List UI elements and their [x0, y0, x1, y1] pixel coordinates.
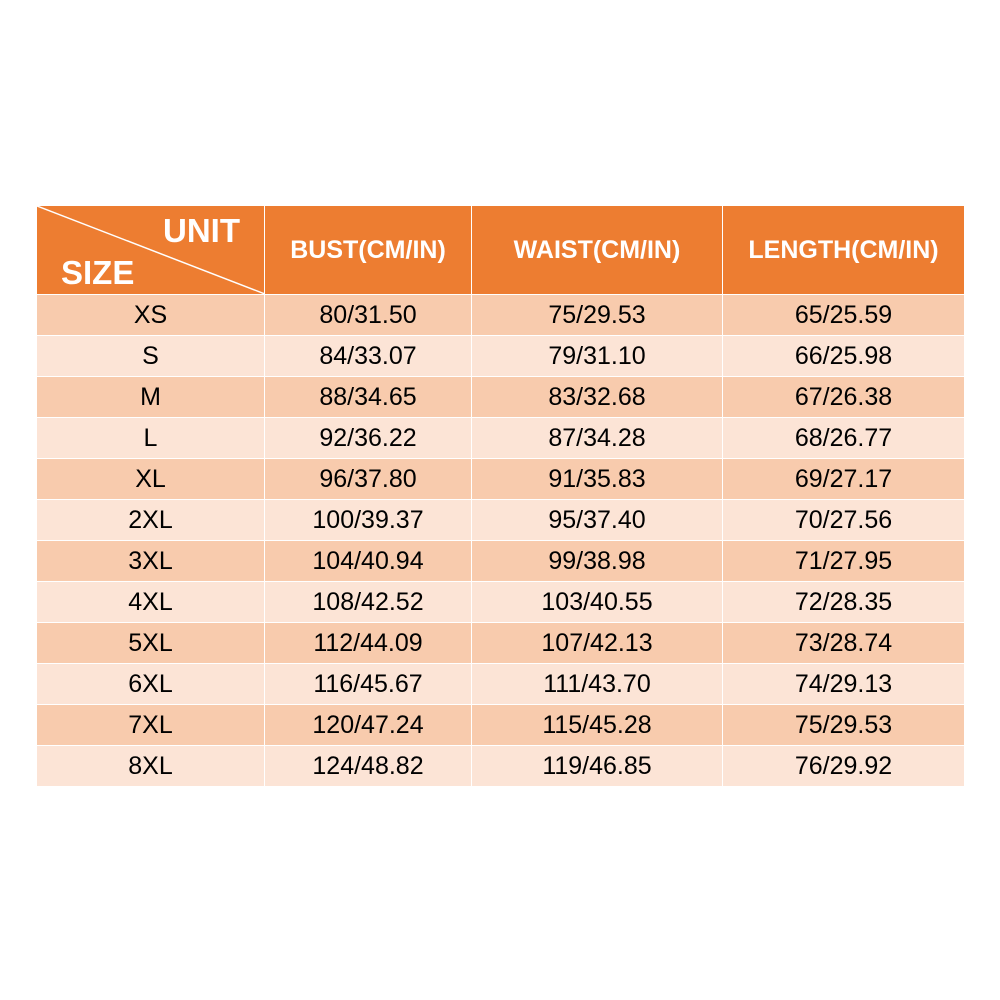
length-cell: 73/28.74 [722, 622, 965, 664]
bust-cell: 96/37.80 [264, 458, 472, 500]
size-chart-table: UNIT SIZE BUST(CM/IN) WAIST(CM/IN) LENGT… [36, 205, 965, 787]
length-cell: 76/29.92 [722, 745, 965, 787]
table-row: XS 80/31.50 75/29.53 65/25.59 [36, 294, 965, 336]
bust-cell: 88/34.65 [264, 376, 472, 418]
waist-cell: 95/37.40 [471, 499, 723, 541]
bust-cell: 124/48.82 [264, 745, 472, 787]
waist-cell: 107/42.13 [471, 622, 723, 664]
length-cell: 69/27.17 [722, 458, 965, 500]
table-row: 5XL 112/44.09 107/42.13 73/28.74 [36, 622, 965, 664]
size-cell: XL [36, 458, 265, 500]
bust-cell: 80/31.50 [264, 294, 472, 336]
bust-cell: 112/44.09 [264, 622, 472, 664]
waist-cell: 99/38.98 [471, 540, 723, 582]
bust-cell: 100/39.37 [264, 499, 472, 541]
column-header-waist: WAIST(CM/IN) [471, 205, 723, 295]
size-cell: 8XL [36, 745, 265, 787]
corner-header-cell: UNIT SIZE [36, 205, 265, 295]
size-cell: M [36, 376, 265, 418]
bust-cell: 108/42.52 [264, 581, 472, 623]
bust-cell: 116/45.67 [264, 663, 472, 705]
bust-cell: 92/36.22 [264, 417, 472, 459]
header-row: UNIT SIZE BUST(CM/IN) WAIST(CM/IN) LENGT… [36, 205, 965, 295]
size-cell: 4XL [36, 581, 265, 623]
length-cell: 67/26.38 [722, 376, 965, 418]
length-cell: 71/27.95 [722, 540, 965, 582]
waist-cell: 91/35.83 [471, 458, 723, 500]
waist-cell: 111/43.70 [471, 663, 723, 705]
column-header-bust: BUST(CM/IN) [264, 205, 472, 295]
waist-cell: 79/31.10 [471, 335, 723, 377]
unit-label: UNIT [163, 212, 240, 249]
size-cell: 7XL [36, 704, 265, 746]
table-row: 7XL 120/47.24 115/45.28 75/29.53 [36, 704, 965, 746]
size-cell: 3XL [36, 540, 265, 582]
size-cell: 2XL [36, 499, 265, 541]
table-row: S 84/33.07 79/31.10 66/25.98 [36, 335, 965, 377]
table-row: L 92/36.22 87/34.28 68/26.77 [36, 417, 965, 459]
length-cell: 68/26.77 [722, 417, 965, 459]
column-header-length: LENGTH(CM/IN) [722, 205, 965, 295]
size-cell: XS [36, 294, 265, 336]
bust-cell: 120/47.24 [264, 704, 472, 746]
waist-cell: 87/34.28 [471, 417, 723, 459]
size-cell: L [36, 417, 265, 459]
table-row: XL 96/37.80 91/35.83 69/27.17 [36, 458, 965, 500]
waist-cell: 115/45.28 [471, 704, 723, 746]
length-cell: 70/27.56 [722, 499, 965, 541]
size-cell: 5XL [36, 622, 265, 664]
waist-cell: 103/40.55 [471, 581, 723, 623]
length-cell: 65/25.59 [722, 294, 965, 336]
waist-cell: 83/32.68 [471, 376, 723, 418]
table-row: 8XL 124/48.82 119/46.85 76/29.92 [36, 745, 965, 787]
length-cell: 66/25.98 [722, 335, 965, 377]
size-cell: S [36, 335, 265, 377]
length-cell: 74/29.13 [722, 663, 965, 705]
table-row: 6XL 116/45.67 111/43.70 74/29.13 [36, 663, 965, 705]
size-cell: 6XL [36, 663, 265, 705]
table-row: 2XL 100/39.37 95/37.40 70/27.56 [36, 499, 965, 541]
table-row: 3XL 104/40.94 99/38.98 71/27.95 [36, 540, 965, 582]
bust-cell: 104/40.94 [264, 540, 472, 582]
waist-cell: 119/46.85 [471, 745, 723, 787]
size-label: SIZE [61, 254, 135, 291]
length-cell: 75/29.53 [722, 704, 965, 746]
table-row: 4XL 108/42.52 103/40.55 72/28.35 [36, 581, 965, 623]
diagonal-divider [37, 206, 265, 294]
length-cell: 72/28.35 [722, 581, 965, 623]
table-row: M 88/34.65 83/32.68 67/26.38 [36, 376, 965, 418]
bust-cell: 84/33.07 [264, 335, 472, 377]
waist-cell: 75/29.53 [471, 294, 723, 336]
